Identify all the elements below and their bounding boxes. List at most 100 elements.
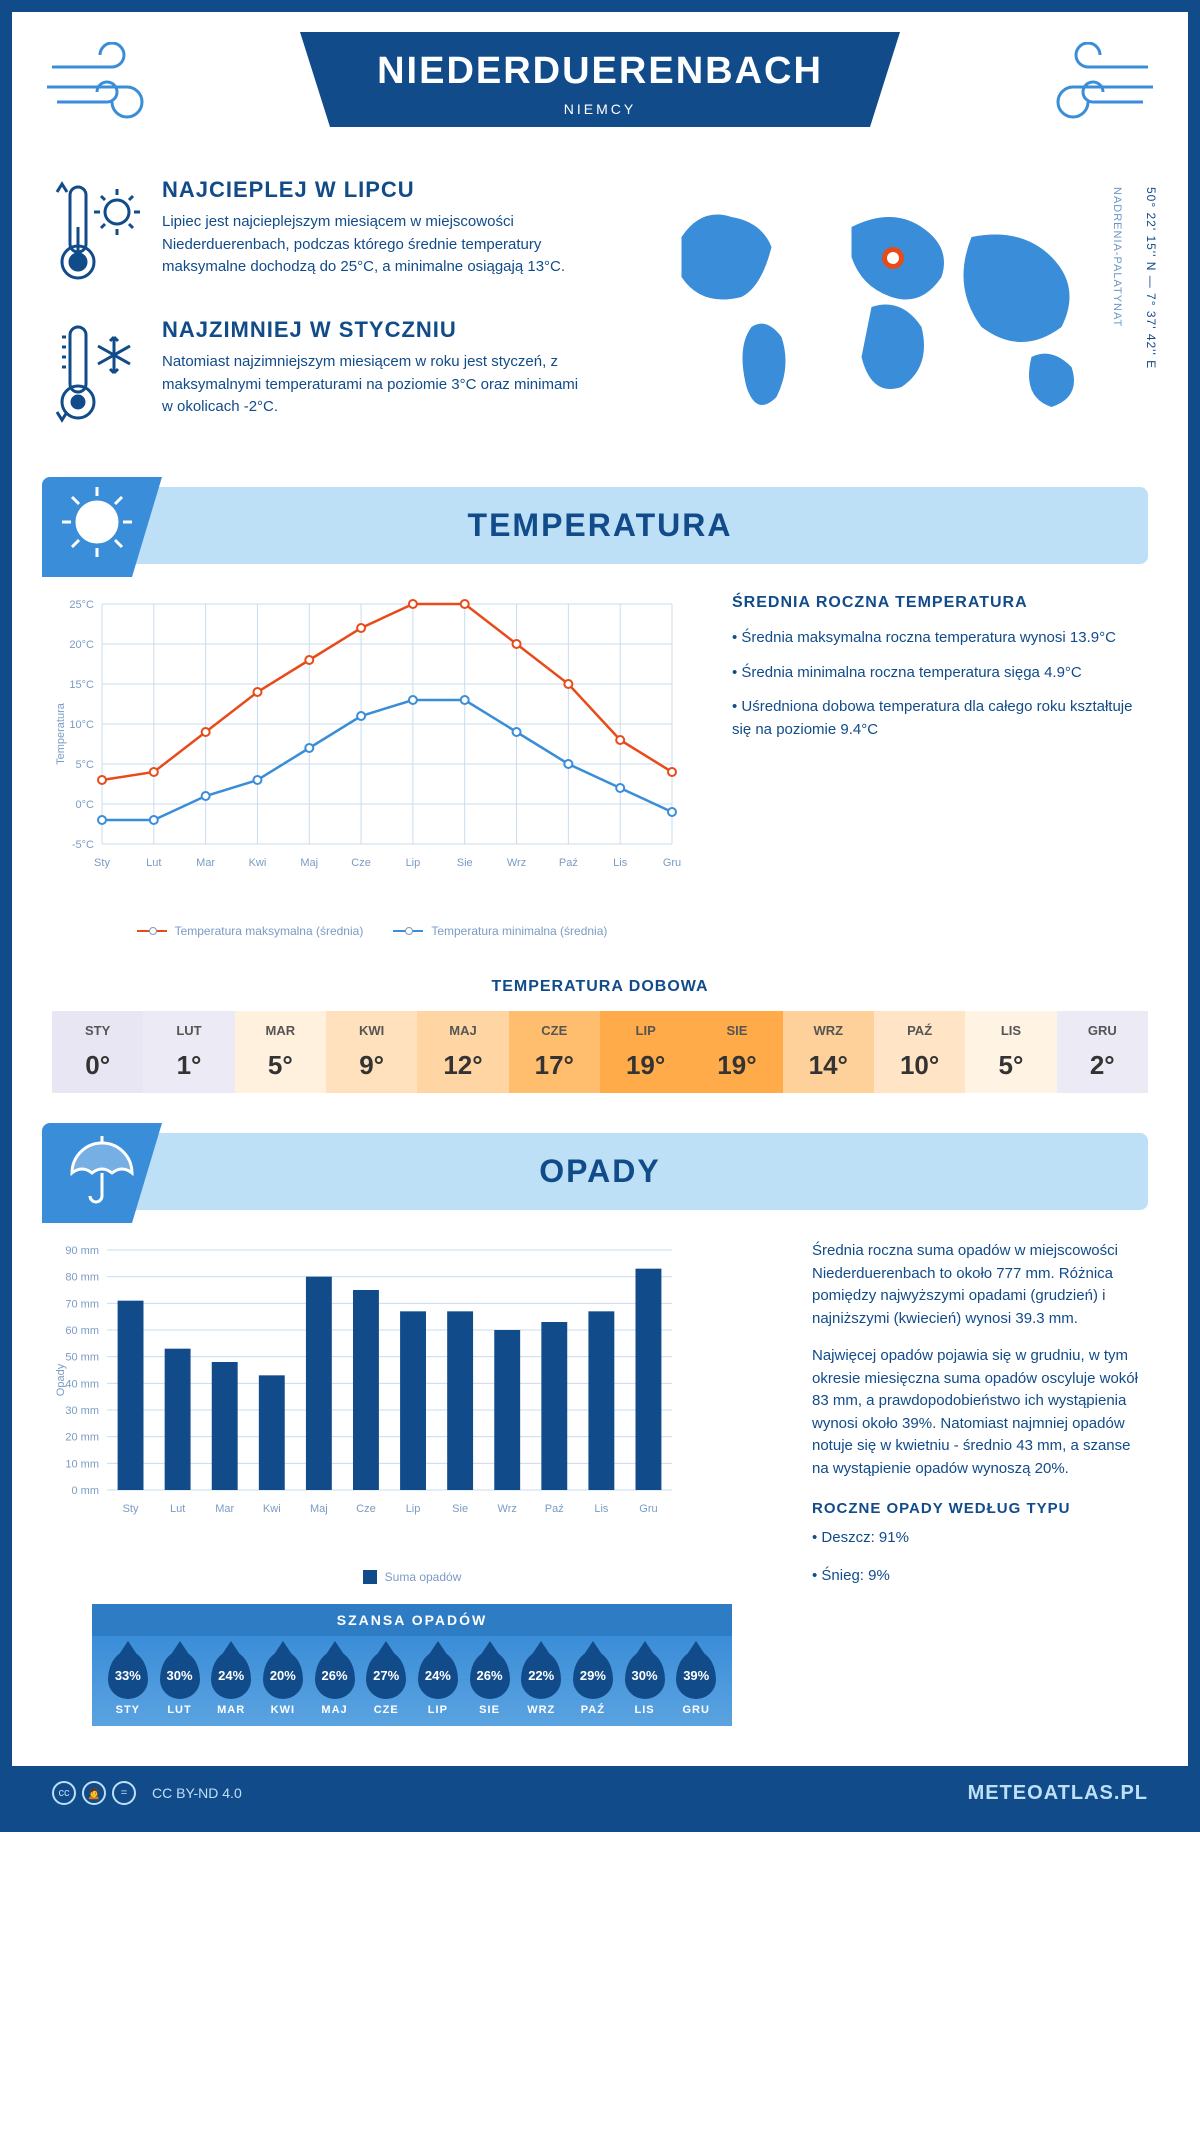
chance-drop: 33%STY: [102, 1651, 154, 1716]
daily-temp-cell: PAŹ10°: [874, 1011, 965, 1093]
svg-text:Lip: Lip: [406, 1503, 421, 1515]
daily-temp-cell: GRU2°: [1057, 1011, 1148, 1093]
svg-text:Gru: Gru: [639, 1503, 657, 1515]
temperature-legend: Temperatura maksymalna (średnia) Temperat…: [52, 924, 692, 938]
precip-series-label: Suma opadów: [385, 1570, 462, 1584]
nd-icon: =: [112, 1781, 136, 1805]
svg-text:Lut: Lut: [170, 1503, 185, 1515]
coldest-text: Natomiast najzimniejszym miesiącem w rok…: [162, 351, 585, 419]
daily-temp-table: STY0°LUT1°MAR5°KWI9°MAJ12°CZE17°LIP19°SI…: [52, 1011, 1148, 1093]
precip-chart-area: 0 mm10 mm20 mm30 mm40 mm50 mm60 mm70 mm8…: [52, 1240, 772, 1756]
coldest-block: NAJZIMNIEJ W STYCZNIU Natomiast najzimni…: [52, 317, 585, 427]
precip-type-item: • Śnieg: 9%: [812, 1565, 1148, 1588]
by-icon: 🙍: [82, 1781, 106, 1805]
thermometer-sun-icon: [52, 177, 142, 287]
warmest-block: NAJCIEPLEJ W LIPCU Lipiec jest najcieple…: [52, 177, 585, 287]
svg-text:60 mm: 60 mm: [65, 1325, 99, 1337]
chance-drop: 24%MAR: [205, 1651, 257, 1716]
chance-drop: 30%LIS: [619, 1651, 671, 1716]
svg-text:Cze: Cze: [351, 857, 371, 869]
precip-text-2: Najwięcej opadów pojawia się w grudniu, …: [812, 1345, 1148, 1480]
precip-chance-panel: SZANSA OPADÓW 33%STY30%LUT24%MAR20%KWI26…: [92, 1604, 732, 1726]
svg-text:Opady: Opady: [55, 1363, 67, 1396]
sun-icon-wrap: [42, 477, 162, 577]
wind-icon: [1018, 42, 1158, 122]
daily-temp-cell: SIE19°: [691, 1011, 782, 1093]
sun-icon: [57, 482, 137, 562]
map-block: 50° 22' 15'' N — 7° 37' 42'' E NADRENIA-…: [615, 177, 1148, 457]
precip-section-header: OPADY: [52, 1133, 1148, 1210]
umbrella-icon: [57, 1128, 137, 1208]
svg-text:Lip: Lip: [406, 857, 421, 869]
svg-text:50 mm: 50 mm: [65, 1352, 99, 1364]
page: NIEDERDUERENBACH NIEMCY NAJCIEPLEJ W LIP…: [0, 0, 1200, 1832]
daily-temp-cell: LIP19°: [600, 1011, 691, 1093]
precip-text-1: Średnia roczna suma opadów w miejscowośc…: [812, 1240, 1148, 1330]
precip-row: 0 mm10 mm20 mm30 mm40 mm50 mm60 mm70 mm8…: [12, 1210, 1188, 1766]
location-title: NIEDERDUERENBACH: [320, 50, 880, 93]
warmest-text: Lipiec jest najcieplejszym miesiącem w m…: [162, 211, 585, 279]
summary-title: ŚREDNIA ROCZNA TEMPERATURA: [732, 594, 1148, 612]
warmest-title: NAJCIEPLEJ W LIPCU: [162, 177, 585, 203]
footer: cc 🙍 = CC BY-ND 4.0 METEOATLAS.PL: [12, 1766, 1188, 1820]
intro-section: NAJCIEPLEJ W LIPCU Lipiec jest najcieple…: [12, 157, 1188, 487]
svg-text:Mar: Mar: [215, 1503, 234, 1515]
svg-text:-5°C: -5°C: [72, 839, 94, 851]
license-text: CC BY-ND 4.0: [152, 1785, 242, 1801]
daily-temp-title: TEMPERATURA DOBOWA: [12, 978, 1188, 996]
chance-drop: 39%GRU: [670, 1651, 722, 1716]
svg-text:80 mm: 80 mm: [65, 1272, 99, 1284]
license-block: cc 🙍 = CC BY-ND 4.0: [52, 1781, 242, 1805]
chance-drop: 24%LIP: [412, 1651, 464, 1716]
svg-text:25°C: 25°C: [69, 599, 94, 611]
svg-text:Wrz: Wrz: [498, 1503, 517, 1515]
chance-drop: 20%KWI: [257, 1651, 309, 1716]
svg-text:Sie: Sie: [452, 1503, 468, 1515]
thermometer-snow-icon: [52, 317, 142, 427]
precip-type-item: • Deszcz: 91%: [812, 1527, 1148, 1550]
precip-text: Średnia roczna suma opadów w miejscowośc…: [812, 1240, 1148, 1756]
svg-text:Maj: Maj: [310, 1503, 328, 1515]
daily-temp-cell: STY0°: [52, 1011, 143, 1093]
svg-text:Cze: Cze: [356, 1503, 376, 1515]
daily-temp-cell: CZE17°: [509, 1011, 600, 1093]
svg-text:Paź: Paź: [545, 1503, 564, 1515]
daily-temp-cell: MAR5°: [235, 1011, 326, 1093]
chance-drop: 27%CZE: [360, 1651, 412, 1716]
location-marker: [882, 247, 904, 269]
precip-title: OPADY: [72, 1153, 1128, 1190]
svg-text:10 mm: 10 mm: [65, 1458, 99, 1470]
country-subtitle: NIEMCY: [320, 101, 880, 117]
temperature-chart-row: -5°C0°C5°C10°C15°C20°C25°CStyLutMarKwiMa…: [12, 564, 1188, 968]
temperature-summary: ŚREDNIA ROCZNA TEMPERATURA • Średnia mak…: [732, 594, 1148, 938]
temperature-chart: -5°C0°C5°C10°C15°C20°C25°CStyLutMarKwiMa…: [52, 594, 692, 938]
coldest-title: NAJZIMNIEJ W STYCZNIU: [162, 317, 585, 343]
intro-left: NAJCIEPLEJ W LIPCU Lipiec jest najcieple…: [52, 177, 585, 457]
svg-text:Wrz: Wrz: [507, 857, 526, 869]
chance-drop: 22%WRZ: [515, 1651, 567, 1716]
svg-text:0°C: 0°C: [76, 799, 95, 811]
svg-text:30 mm: 30 mm: [65, 1405, 99, 1417]
daily-temp-cell: MAJ12°: [417, 1011, 508, 1093]
svg-text:0 mm: 0 mm: [72, 1485, 100, 1497]
svg-text:Maj: Maj: [300, 857, 318, 869]
cc-icon: cc: [52, 1781, 76, 1805]
legend-item: Temperatura maksymalna (średnia): [137, 924, 364, 938]
chance-drop: 26%SIE: [464, 1651, 516, 1716]
svg-text:Kwi: Kwi: [263, 1503, 281, 1515]
svg-text:70 mm: 70 mm: [65, 1298, 99, 1310]
svg-text:20°C: 20°C: [69, 639, 94, 651]
precip-type-title: ROCZNE OPADY WEDŁUG TYPU: [812, 1500, 1148, 1517]
summary-bullet: • Uśredniona dobowa temperatura dla całe…: [732, 696, 1148, 741]
daily-temp-cell: WRZ14°: [783, 1011, 874, 1093]
world-map: [615, 177, 1148, 427]
wind-icon: [42, 42, 182, 122]
title-banner: NIEDERDUERENBACH NIEMCY: [300, 32, 900, 127]
legend-item: Temperatura minimalna (średnia): [393, 924, 607, 938]
svg-text:Lis: Lis: [594, 1503, 609, 1515]
summary-bullet: • Średnia maksymalna roczna temperatura …: [732, 627, 1148, 650]
svg-text:5°C: 5°C: [76, 759, 95, 771]
precip-legend: Suma opadów: [52, 1570, 772, 1584]
svg-text:15°C: 15°C: [69, 679, 94, 691]
svg-text:Kwi: Kwi: [249, 857, 267, 869]
